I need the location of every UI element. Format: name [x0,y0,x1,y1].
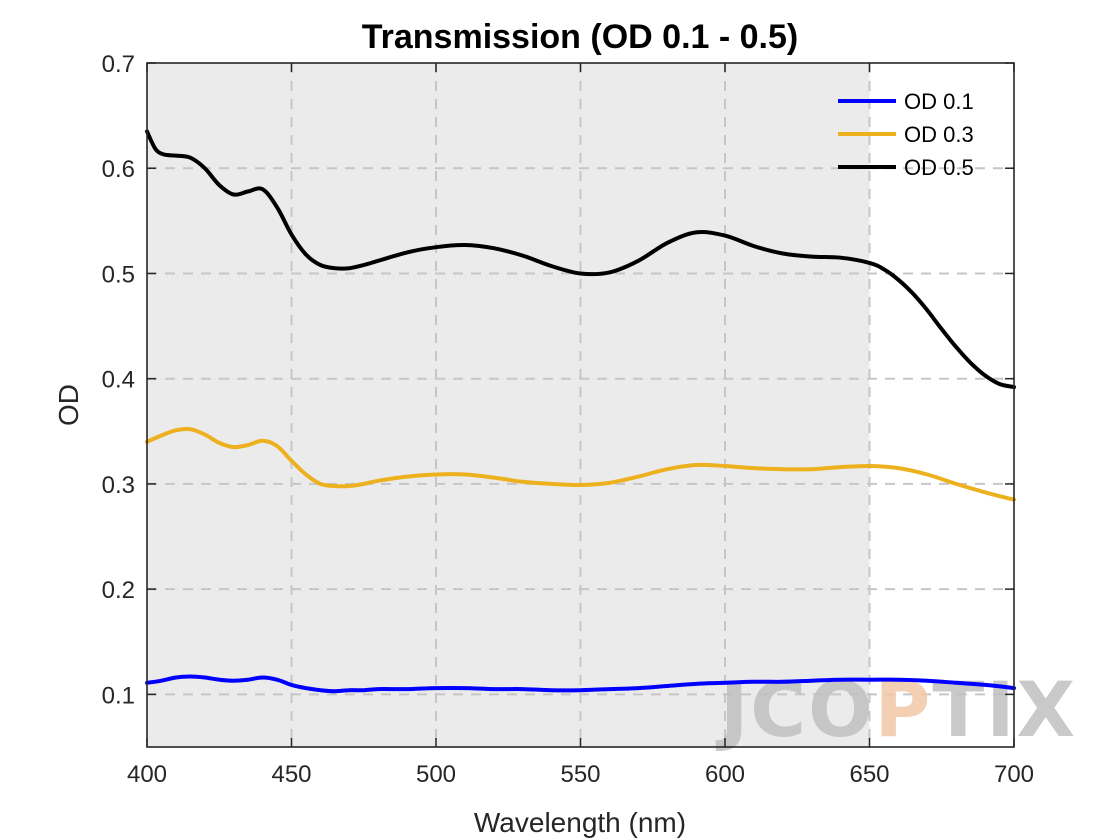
y-tick-label: 0.4 [102,367,135,394]
legend: OD 0.1 OD 0.3 OD 0.5 [838,89,974,180]
y-tick-label: 0.2 [102,577,135,604]
x-tick-label: 650 [849,761,889,788]
shaded-region [147,63,870,747]
x-tick-label: 500 [416,761,456,788]
series-line-od-0-1 [145,674,1016,694]
series-line-od-0-3 [145,426,1016,502]
watermark-letter: I [986,665,1016,754]
legend-item-od-0-1: OD 0.1 [838,89,974,114]
chart-title: Transmission (OD 0.1 - 0.5) [362,18,798,56]
y-tick-label: 0.7 [102,51,135,78]
series-layer [145,129,1016,694]
y-tick-label: 0.6 [102,156,135,183]
watermark-letter: T [932,665,986,754]
x-tick-label: 600 [705,761,745,788]
y-axis-label: OD [53,384,84,426]
legend-label: OD 0.1 [904,89,974,114]
legend-item-od-0-3: OD 0.3 [838,122,974,147]
x-tick-label: 550 [560,761,600,788]
legend-label: OD 0.5 [904,155,974,180]
watermark-letter: X [1017,665,1078,754]
y-tick-label: 0.3 [102,472,135,499]
tick-labels: 400 450 500 550 600 650 700 0.1 0.2 0.3 0.4 0.5 0.6 0… [102,51,1034,788]
x-tick-label: 700 [994,761,1034,788]
watermark-letter: C [750,665,808,754]
x-axis-label: Wavelength (nm) [474,807,686,838]
series-line-od-0-5 [145,129,1016,390]
y-tick-label: 0.1 [102,682,135,709]
ticks [146,62,1015,747]
legend-item-od-0-5: OD 0.5 [838,155,974,180]
y-tick-label: 0.5 [102,261,135,288]
x-tick-label: 400 [127,761,167,788]
x-tick-label: 450 [271,761,311,788]
watermark-letter: J [715,665,750,754]
legend-label: OD 0.3 [904,122,974,147]
